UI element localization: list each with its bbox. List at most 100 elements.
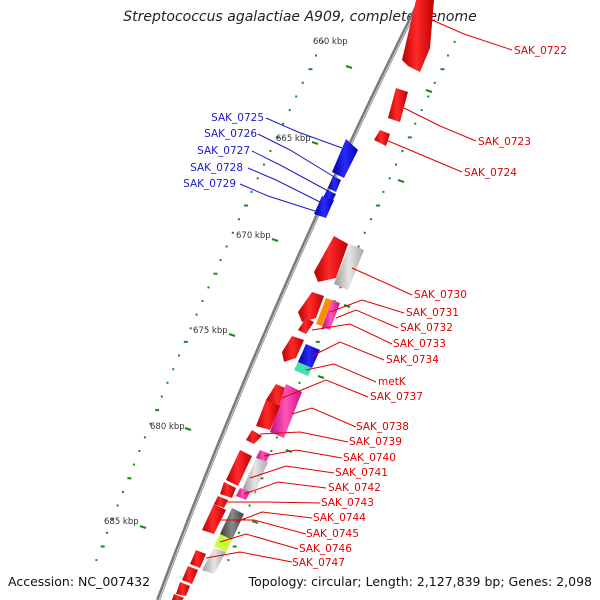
label-sak-0731[interactable]: SAK_0731 <box>406 307 459 319</box>
gene-sak-0730a[interactable] <box>314 236 348 282</box>
tick-dot <box>127 477 132 480</box>
gene-sak-0744[interactable] <box>220 508 244 540</box>
label-sak-0722[interactable]: SAK_0722 <box>514 45 567 57</box>
label-sak-0733[interactable]: SAK_0733 <box>393 338 446 350</box>
gene-sak-0747b[interactable] <box>182 566 198 584</box>
tick-dot <box>219 259 222 262</box>
gene-sak-0747c[interactable] <box>176 582 190 596</box>
gene-sak-0724[interactable] <box>374 130 390 146</box>
label-sak-0740[interactable]: SAK_0740 <box>343 452 396 464</box>
tick-dot <box>248 504 251 507</box>
gene-sak-0740a[interactable] <box>226 450 252 486</box>
tick-dot <box>256 177 259 180</box>
gene-sak-0742[interactable] <box>236 488 250 500</box>
label-sak-0741[interactable]: SAK_0741 <box>335 467 388 479</box>
tick-dot <box>259 477 264 480</box>
tick-dot <box>237 531 240 534</box>
gene-sak-0723[interactable] <box>388 88 408 122</box>
tick-dot <box>339 286 342 289</box>
gene-sak-0746[interactable] <box>202 548 226 574</box>
tick-dot <box>269 150 272 152</box>
gene-sak-0743b[interactable] <box>214 496 228 508</box>
tick-dot <box>321 40 324 43</box>
tick-dot <box>155 409 160 412</box>
gene-sak-0722[interactable] <box>402 0 434 72</box>
gene-labels-right: SAK_0722 SAK_0723 SAK_0724 SAK_0730 SAK_… <box>292 45 567 569</box>
genome-backbone <box>156 0 422 600</box>
scale-label-665: 665 kbp <box>276 134 311 144</box>
tick-dot <box>227 559 230 562</box>
gene-metk[interactable] <box>294 362 312 376</box>
map-title: Streptococcus agalactiae A909, complete … <box>123 9 477 25</box>
gene-sak-0731[interactable] <box>316 298 332 326</box>
label-sak-0725[interactable]: SAK_0725 <box>211 112 264 124</box>
label-sak-0745[interactable]: SAK_0745 <box>306 528 359 540</box>
label-sak-0730[interactable]: SAK_0730 <box>414 289 467 301</box>
label-sak-0728[interactable]: SAK_0728 <box>190 162 243 174</box>
tick-dot <box>116 504 119 507</box>
gene-sak-0732[interactable] <box>322 300 340 330</box>
label-sak-0727[interactable]: SAK_0727 <box>197 145 250 157</box>
gene-sak-0747a[interactable] <box>190 550 206 568</box>
gene-sak-0747d[interactable] <box>172 594 184 600</box>
tick-dot <box>178 354 180 357</box>
gene-sak-0733b[interactable] <box>282 336 304 362</box>
tick-dot <box>401 150 404 152</box>
gene-sak-0731a[interactable] <box>298 292 324 322</box>
tick-dot <box>420 109 423 112</box>
label-metk[interactable]: metK <box>378 376 407 388</box>
gene-sak-0733a[interactable] <box>298 318 314 334</box>
gene-sak-0739a[interactable] <box>256 400 280 430</box>
label-sak-0744[interactable]: SAK_0744 <box>313 512 366 524</box>
tick-dot <box>100 545 105 548</box>
gene-sak-0743a[interactable] <box>220 482 236 498</box>
scale-label-680: 680 kbp <box>150 422 185 432</box>
tick-dot <box>315 54 317 57</box>
label-sak-0737[interactable]: SAK_0737 <box>370 391 423 403</box>
gene-sak-0730[interactable] <box>334 244 364 290</box>
tick-dot <box>189 327 192 330</box>
label-sak-0747[interactable]: SAK_0747 <box>292 557 345 569</box>
label-sak-0723[interactable]: SAK_0723 <box>478 136 531 148</box>
label-sak-0734[interactable]: SAK_0734 <box>386 354 439 366</box>
gene-sak-0738[interactable] <box>270 384 302 438</box>
scale-labels: 660 kbp 665 kbp 670 kbp 675 kbp 680 kbp … <box>104 37 348 527</box>
leader-lines-right <box>205 19 513 563</box>
accession-text: Accession: NC_007432 <box>8 574 151 589</box>
label-sak-0729[interactable]: SAK_0729 <box>183 178 236 190</box>
label-sak-0738[interactable]: SAK_0738 <box>356 421 409 433</box>
tick-dot <box>111 518 114 521</box>
tick-dot <box>244 204 249 207</box>
gene-sak-0745a[interactable] <box>202 504 226 534</box>
label-sak-0732[interactable]: SAK_0732 <box>400 322 453 334</box>
scale-ticks-left <box>95 40 324 562</box>
label-sak-0742[interactable]: SAK_0742 <box>328 482 381 494</box>
tick-dot <box>298 381 301 384</box>
tick-dot <box>149 422 152 425</box>
tick-dot <box>231 231 234 234</box>
gene-sak-0740[interactable] <box>256 450 270 462</box>
label-sak-0724[interactable]: SAK_0724 <box>464 167 517 179</box>
gene-features <box>172 0 434 600</box>
label-sak-0746[interactable]: SAK_0746 <box>299 543 352 555</box>
gene-sak-0726[interactable] <box>328 176 341 192</box>
tick-dot <box>250 190 253 193</box>
tick-dot <box>105 531 108 534</box>
label-sak-0726[interactable]: SAK_0726 <box>204 128 257 140</box>
tick-dot <box>270 450 273 452</box>
tick-dot <box>237 218 240 221</box>
gene-sak-0739[interactable] <box>246 430 262 444</box>
tick-dot <box>414 122 417 125</box>
gene-sak-0745[interactable] <box>214 534 232 552</box>
gene-sak-0734[interactable] <box>298 344 320 368</box>
gene-sak-0725[interactable] <box>332 139 358 178</box>
tick-dot <box>195 313 198 316</box>
label-sak-0743[interactable]: SAK_0743 <box>321 497 374 509</box>
tick-dot <box>254 490 256 493</box>
label-sak-0739[interactable]: SAK_0739 <box>349 436 402 448</box>
tick-dot <box>225 245 228 248</box>
gene-sak-0729[interactable] <box>314 196 334 218</box>
tick-dot <box>407 136 412 139</box>
